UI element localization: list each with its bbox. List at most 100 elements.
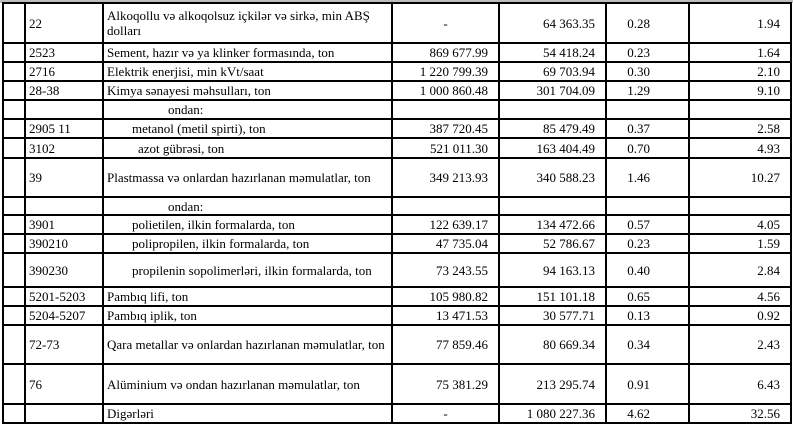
share-total-cell: 0.57 — [605, 214, 690, 235]
value-cell: 64 363.35 — [498, 2, 607, 44]
share-total-cell: 0.34 — [605, 324, 690, 365]
name-cell: Alüminium və ondan hazırlanan məmulatlar… — [102, 363, 393, 405]
table-row: 72-73 Qara metallar və onlardan hazırlana… — [2, 324, 792, 365]
code-cell — [24, 196, 104, 216]
table-row: Digərləri -1 080 227.36 4.62 32.56 — [2, 403, 792, 424]
table-row: ondan: — [2, 99, 792, 120]
share-group-cell: 2.10 — [688, 61, 792, 82]
share-total-cell — [605, 196, 690, 216]
share-group-cell: 2.84 — [688, 252, 792, 288]
value-cell: 54 418.24 — [498, 42, 607, 63]
share-group-cell: 10.27 — [688, 157, 792, 198]
row-number-cell — [2, 286, 26, 307]
code-cell: 2905 11 — [24, 118, 104, 139]
value-cell: 94 163.13 — [498, 252, 607, 288]
value-cell: 163 404.49 — [498, 137, 607, 159]
row-number-cell — [2, 137, 26, 159]
name-cell: Elektrik enerjisi, min kVt/saat — [102, 61, 393, 82]
share-group-cell: 2.58 — [688, 118, 792, 139]
row-number-cell — [2, 2, 26, 44]
quantity-cell: 105 980.82 — [391, 286, 500, 307]
share-total-cell: 0.70 — [605, 137, 690, 159]
share-total-cell: 1.46 — [605, 157, 690, 198]
name-cell: Alkoqollu və alkoqolsuz içkilər və sirkə… — [102, 2, 393, 44]
share-group-cell: 4.93 — [688, 137, 792, 159]
value-cell: 1 080 227.36 — [498, 403, 607, 424]
share-total-cell: 0.28 — [605, 2, 690, 44]
row-number-cell — [2, 42, 26, 63]
code-cell: 39 — [24, 157, 104, 198]
row-number-cell — [2, 118, 26, 139]
code-cell: 76 — [24, 363, 104, 405]
code-cell: 28-38 — [24, 80, 104, 101]
value-cell: 30 577.71 — [498, 305, 607, 326]
row-number-cell — [2, 363, 26, 405]
name-cell: ondan: — [102, 99, 393, 120]
table-row: 3901 polietilen, ilkin formalarda, ton 122… — [2, 214, 792, 235]
share-total-cell: 0.65 — [605, 286, 690, 307]
code-cell: 3102 — [24, 137, 104, 159]
row-number-cell — [2, 157, 26, 198]
quantity-cell: 869 677.99 — [391, 42, 500, 63]
row-number-cell — [2, 403, 26, 424]
quantity-cell: 75 381.29 — [391, 363, 500, 405]
table-row: 390230 propilenin sopolimerləri, ilkin fo… — [2, 252, 792, 288]
quantity-cell: 122 639.17 — [391, 214, 500, 235]
table-row: ondan: — [2, 196, 792, 216]
share-group-cell: 4.05 — [688, 214, 792, 235]
table-row: 28-38 Kimya sənayesi məhsulları, ton 1 000… — [2, 80, 792, 101]
quantity-cell — [391, 196, 500, 216]
share-total-cell: 0.40 — [605, 252, 690, 288]
quantity-cell: - — [391, 2, 500, 44]
share-total-cell: 0.13 — [605, 305, 690, 326]
row-number-cell — [2, 214, 26, 235]
share-total-cell: 0.37 — [605, 118, 690, 139]
table-row: 76 Alüminium və ondan hazırlanan məmulatl… — [2, 363, 792, 405]
share-group-cell: 1.94 — [688, 2, 792, 44]
code-cell: 2523 — [24, 42, 104, 63]
name-cell: Pambıq lifi, ton — [102, 286, 393, 307]
table-row: 2905 11 metanol (metil spirti), ton 387 72… — [2, 118, 792, 139]
name-cell: metanol (metil spirti), ton — [102, 118, 393, 139]
quantity-cell: 77 859.46 — [391, 324, 500, 365]
share-total-cell: 0.23 — [605, 233, 690, 254]
row-number-cell — [2, 80, 26, 101]
quantity-cell: 521 011.30 — [391, 137, 500, 159]
code-cell: 390210 — [24, 233, 104, 254]
value-cell — [498, 196, 607, 216]
name-cell: ondan: — [102, 196, 393, 216]
quantity-cell: 349 213.93 — [391, 157, 500, 198]
page-top-edge — [0, 0, 793, 3]
quantity-cell: 1 220 799.39 — [391, 61, 500, 82]
quantity-cell: 387 720.45 — [391, 118, 500, 139]
name-cell: Kimya sənayesi məhsulları, ton — [102, 80, 393, 101]
row-number-cell — [2, 99, 26, 120]
code-cell: 5201-5203 — [24, 286, 104, 307]
table-row: 5204-5207 Pambıq iplik, ton 13 471.53 30 57… — [2, 305, 792, 326]
value-cell: 340 588.23 — [498, 157, 607, 198]
row-number-cell — [2, 233, 26, 254]
table-row: 2523 Sement, hazır və ya klinker formasın… — [2, 42, 792, 63]
share-group-cell — [688, 196, 792, 216]
row-number-cell — [2, 305, 26, 326]
table-row: 5201-5203 Pambıq lifi, ton 105 980.82 151 1… — [2, 286, 792, 307]
share-group-cell: 9.10 — [688, 80, 792, 101]
name-cell: polietilen, ilkin formalarda, ton — [102, 214, 393, 235]
share-group-cell — [688, 99, 792, 120]
value-cell: 52 786.67 — [498, 233, 607, 254]
value-cell: 85 479.49 — [498, 118, 607, 139]
value-cell: 134 472.66 — [498, 214, 607, 235]
row-number-cell — [2, 252, 26, 288]
share-total-cell: 0.91 — [605, 363, 690, 405]
quantity-cell: 47 735.04 — [391, 233, 500, 254]
code-cell: 22 — [24, 2, 104, 44]
table-row: 39 Plastmassa və onlardan hazırlanan məmu… — [2, 157, 792, 198]
row-number-cell — [2, 61, 26, 82]
value-cell — [498, 99, 607, 120]
share-group-cell: 1.59 — [688, 233, 792, 254]
name-cell: Pambıq iplik, ton — [102, 305, 393, 326]
share-total-cell: 1.29 — [605, 80, 690, 101]
code-cell — [24, 99, 104, 120]
share-group-cell: 0.92 — [688, 305, 792, 326]
